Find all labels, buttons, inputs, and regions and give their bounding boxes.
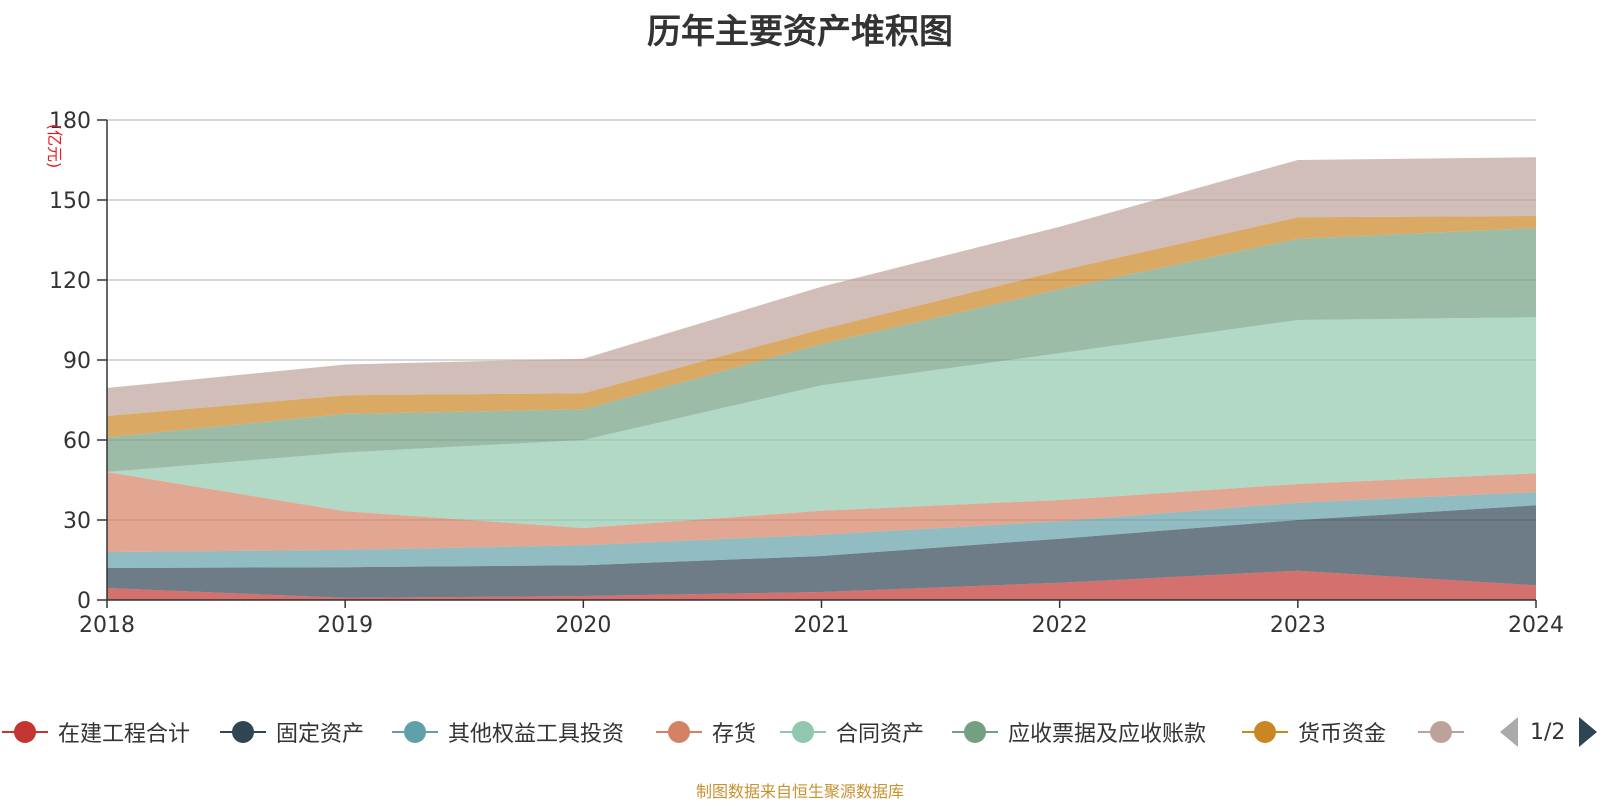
chart-title: 历年主要资产堆积图 [647,12,953,52]
x-tick-label: 2022 [1032,613,1088,638]
y-tick-label: 30 [63,509,91,534]
area-series-4[interactable] [107,317,1536,528]
area-series-7[interactable] [107,157,1536,417]
legend-next-page-icon[interactable] [1579,717,1598,747]
y-axis-unit-label: (亿元) [45,124,64,169]
legend-marker-icon [778,712,828,752]
legend-item[interactable]: 合同资产 [778,712,924,752]
legend-pager: 1/2 [1500,712,1598,752]
legend-item[interactable]: 货币资金 [1240,712,1386,752]
legend-marker-icon [0,712,50,752]
area-series-1[interactable] [107,505,1536,598]
legend-item[interactable]: 应收票据及应收账款 [950,712,1206,752]
x-tick-label: 2024 [1508,613,1564,638]
legend-item[interactable]: 固定资产 [218,712,364,752]
legend-item[interactable]: 其他权益工具投资 [390,712,624,752]
x-tick-label: 2021 [794,613,850,638]
area-series-6[interactable] [107,216,1536,438]
legend-item[interactable]: 存货 [654,712,756,752]
legend-marker-icon [654,712,704,752]
y-tick-label: 180 [49,109,91,134]
area-series-2[interactable] [107,492,1536,568]
legend-marker-icon [1416,712,1466,752]
area-series-5[interactable] [107,228,1536,472]
legend: 在建工程合计 固定资产 其他权益工具投资 存货 合同资产 应收票据及应收账款 货币资金 其他 [0,712,1470,752]
legend-item[interactable]: 在建工程合计 [0,712,190,752]
legend-page-indicator: 1/2 [1530,719,1566,745]
y-tick-label: 0 [77,589,91,614]
area-series-0[interactable] [107,570,1536,600]
legend-label: 合同资产 [836,722,925,747]
legend-item[interactable]: 其他 [1416,712,1470,752]
legend-prev-page-icon[interactable] [1500,717,1518,747]
legend-marker-icon [390,712,440,752]
x-tick-label: 2019 [317,613,373,638]
y-tick-label: 120 [49,269,91,294]
legend-label: 固定资产 [276,722,365,747]
y-tick-label: 90 [63,349,91,374]
legend-label: 其他权益工具投资 [448,722,625,747]
y-tick-label: 150 [49,189,91,214]
x-tick-label: 2018 [79,613,135,638]
legend-label: 在建工程合计 [58,722,191,747]
y-tick-label: 60 [63,429,91,454]
legend-marker-icon [950,712,1000,752]
legend-label: 存货 [712,722,757,747]
legend-label: 货币资金 [1298,722,1387,747]
legend-marker-icon [218,712,268,752]
legend-marker-icon [1240,712,1290,752]
legend-label: 应收票据及应收账款 [1008,722,1207,747]
data-source-note: 制图数据来自恒生聚源数据库 [695,782,904,801]
x-tick-label: 2020 [555,613,611,638]
x-tick-label: 2023 [1270,613,1326,638]
